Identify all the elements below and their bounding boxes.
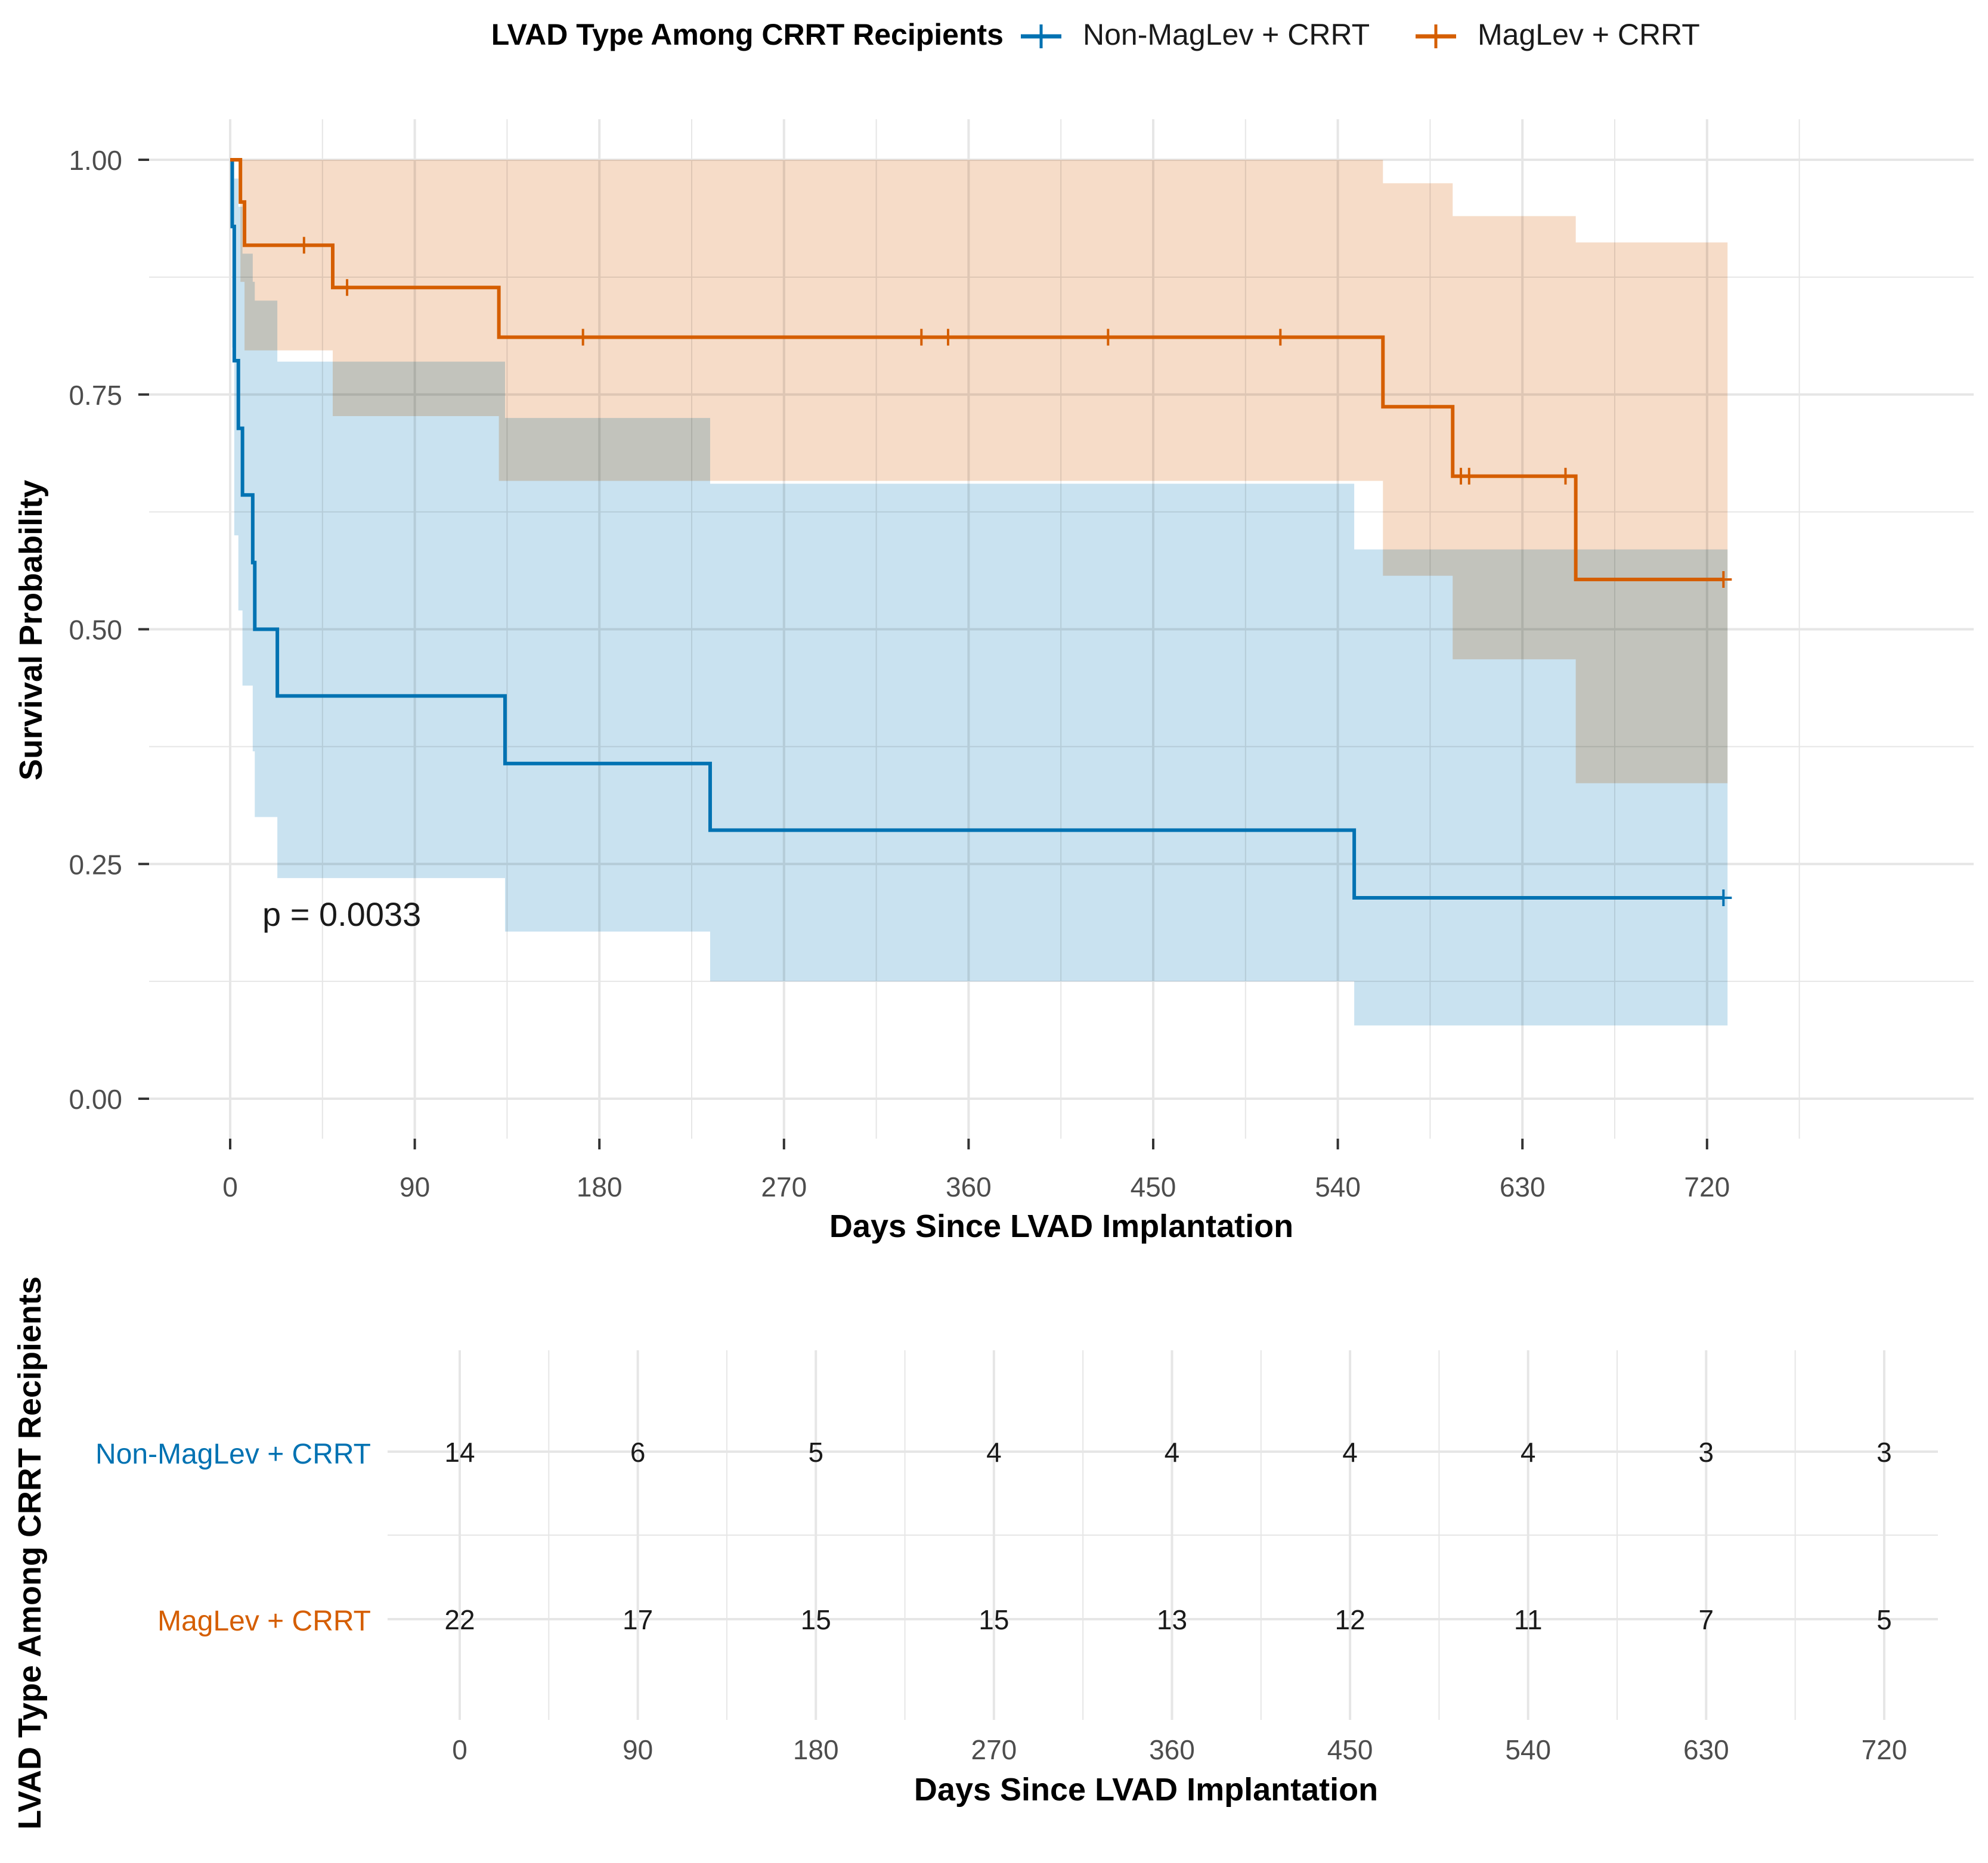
legend-label-maglev: MagLev + CRRT xyxy=(1478,18,1700,51)
km-x-tick-label: 360 xyxy=(946,1171,992,1202)
km-curves xyxy=(230,158,1724,900)
censor-mark-maglev xyxy=(1715,571,1732,588)
risk-cell-maglev: 7 xyxy=(1699,1604,1714,1635)
risk-x-tick-label: 0 xyxy=(452,1734,467,1765)
censor-mark-maglev xyxy=(574,328,592,346)
risk-x-tick-label: 630 xyxy=(1683,1734,1729,1765)
km-x-tick-label: 630 xyxy=(1500,1171,1546,1202)
km-y-tick-label: 0.00 xyxy=(69,1084,122,1115)
km-y-tick-label: 1.00 xyxy=(69,145,122,176)
p-value-annotation: p = 0.0033 xyxy=(262,895,421,933)
legend-key-maglev xyxy=(1416,24,1456,48)
risk-x-tick-label: 720 xyxy=(1862,1734,1908,1765)
km-plot-panel: 0.00 0.25 0.50 0.75 1.00 0 90 180 270 360 450 540 6… xyxy=(13,119,1974,1244)
km-x-tick-label: 270 xyxy=(761,1171,807,1202)
risk-x-axis-title: Days Since LVAD Implantation xyxy=(914,1772,1378,1808)
legend-key-non-maglev xyxy=(1021,24,1061,48)
risk-cell-non-maglev: 5 xyxy=(808,1437,823,1468)
risk-table-cells: 14 6 5 4 4 4 4 3 3 22 17 15 15 13 12 11 7 5 xyxy=(444,1437,1891,1635)
risk-cell-non-maglev: 3 xyxy=(1699,1437,1714,1468)
risk-x-tick-label: 540 xyxy=(1505,1734,1551,1765)
survival-curve-non-maglev xyxy=(230,158,1724,900)
km-x-tick-label: 0 xyxy=(222,1171,238,1202)
censor-mark-maglev xyxy=(1100,328,1117,346)
risk-row-label-non-maglev: Non-MagLev + CRRT xyxy=(95,1439,371,1470)
risk-cell-non-maglev: 4 xyxy=(986,1437,1002,1468)
risk-cell-maglev: 15 xyxy=(978,1604,1009,1635)
risk-x-tick-label: 270 xyxy=(971,1734,1017,1765)
risk-x-tick-label: 450 xyxy=(1327,1734,1373,1765)
risk-cell-non-maglev: 4 xyxy=(1342,1437,1358,1468)
risk-cell-maglev: 5 xyxy=(1876,1604,1892,1635)
risk-gridlines xyxy=(388,1350,1938,1720)
risk-cell-non-maglev: 4 xyxy=(1521,1437,1536,1468)
km-y-tick-label: 0.75 xyxy=(69,380,122,411)
km-x-tick-label: 720 xyxy=(1684,1171,1730,1202)
risk-cell-maglev: 12 xyxy=(1335,1604,1365,1635)
risk-x-tick-label: 180 xyxy=(793,1734,839,1765)
km-censor-marks xyxy=(295,237,1732,906)
risk-cell-non-maglev: 3 xyxy=(1876,1437,1892,1468)
risk-table: 14 6 5 4 4 4 4 3 3 22 17 15 15 13 12 11 7 5 Non-MagLev + … xyxy=(12,1276,1938,1830)
km-x-axis-title: Days Since LVAD Implantation xyxy=(829,1208,1293,1244)
censor-mark-maglev xyxy=(1557,467,1574,485)
km-confidence-bands xyxy=(230,160,1728,1026)
risk-x-tick-label: 90 xyxy=(623,1734,653,1765)
km-x-tick-label: 450 xyxy=(1131,1171,1176,1202)
km-y-tick-label: 0.50 xyxy=(69,615,122,646)
legend: LVAD Type Among CRRT Recipients Non-MagL… xyxy=(491,18,1700,51)
km-y-axis-title: Survival Probability xyxy=(13,480,49,780)
censor-mark-maglev xyxy=(339,279,356,296)
censor-mark-maglev xyxy=(1460,467,1478,485)
survival-curve-maglev xyxy=(230,158,1724,582)
risk-cell-maglev: 15 xyxy=(801,1604,831,1635)
km-x-tick-label: 540 xyxy=(1315,1171,1361,1202)
risk-x-axis: 0 90 180 270 360 450 540 630 720 xyxy=(452,1734,1907,1765)
censor-mark-maglev xyxy=(940,328,956,346)
risk-cell-non-maglev: 4 xyxy=(1165,1437,1180,1468)
risk-y-axis-title: LVAD Type Among CRRT Recipients xyxy=(12,1276,48,1830)
ci-band-non-maglev xyxy=(230,160,1728,1026)
censor-mark-maglev xyxy=(295,237,312,254)
censor-mark-non-maglev xyxy=(1715,889,1732,906)
km-x-axis: 0 90 180 270 360 450 540 630 720 xyxy=(222,1139,1730,1202)
km-y-tick-label: 0.25 xyxy=(69,849,122,880)
censor-mark-maglev xyxy=(913,328,930,346)
risk-cell-non-maglev: 6 xyxy=(630,1437,646,1468)
km-x-tick-label: 90 xyxy=(400,1171,430,1202)
legend-title: LVAD Type Among CRRT Recipients xyxy=(491,18,1004,51)
legend-label-non-maglev: Non-MagLev + CRRT xyxy=(1083,18,1370,51)
km-x-tick-label: 180 xyxy=(577,1171,623,1202)
risk-cell-maglev: 22 xyxy=(444,1604,475,1635)
risk-row-label-maglev: MagLev + CRRT xyxy=(157,1605,371,1637)
risk-cell-maglev: 13 xyxy=(1157,1604,1187,1635)
km-y-axis: 0.00 0.25 0.50 0.75 1.00 xyxy=(69,145,149,1115)
risk-cell-non-maglev: 14 xyxy=(444,1437,475,1468)
risk-x-tick-label: 360 xyxy=(1149,1734,1195,1765)
ci-band-maglev xyxy=(230,160,1728,783)
risk-cell-maglev: 11 xyxy=(1514,1604,1543,1635)
risk-cell-maglev: 17 xyxy=(623,1604,653,1635)
censor-mark-maglev xyxy=(1272,328,1289,346)
